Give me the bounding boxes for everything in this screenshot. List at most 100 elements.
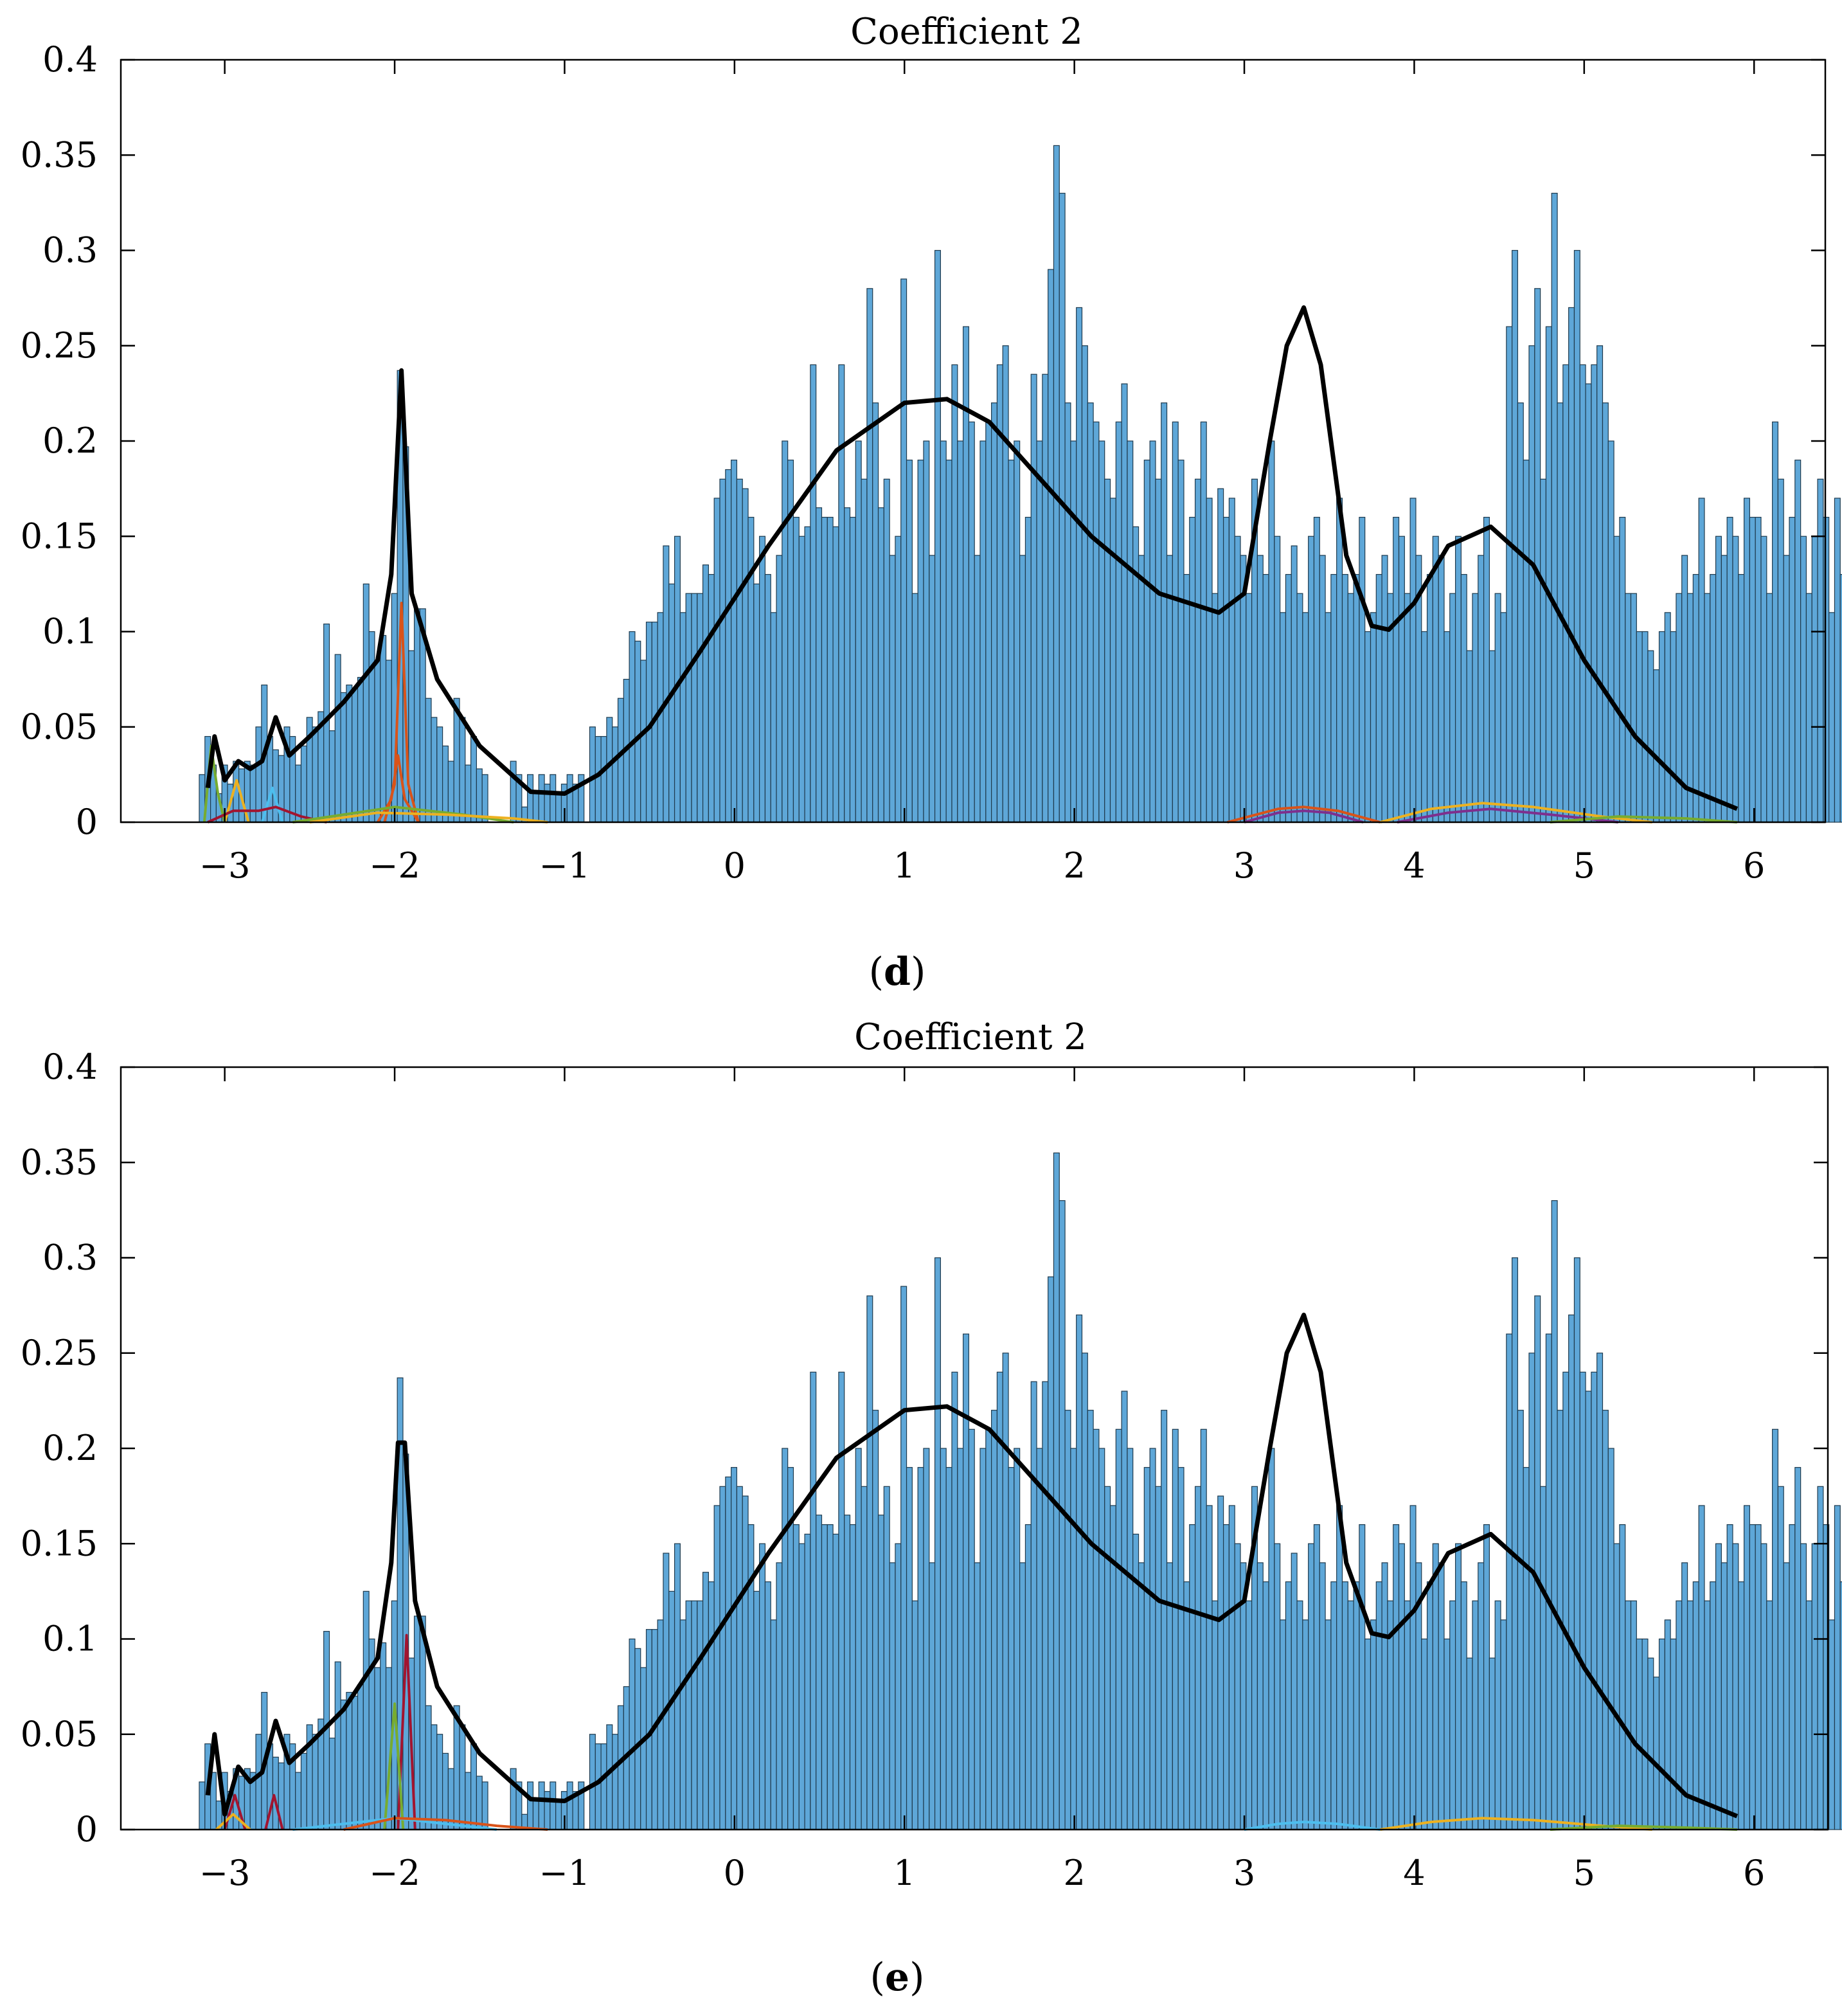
histogram-bar [481,1781,488,1830]
component-line [223,779,250,823]
histogram-bar [736,478,743,823]
histogram-bar [1738,573,1745,823]
histogram-bar [1093,1428,1100,1830]
histogram-bar [1347,1600,1354,1830]
histogram-bar [1562,364,1569,823]
histogram-bar [465,1772,472,1830]
histogram-bar [742,488,749,823]
histogram-bar [1653,669,1660,823]
histogram-bar [1772,421,1779,823]
histogram-bar [1081,1353,1088,1830]
histogram-bar [1625,1600,1632,1830]
histogram-bar [1262,573,1269,823]
axis-ticks: 0 0.05 0.1 0.15 0.2 0.25 0.3 0.35 0.4 −3 −2 −1 0 1 2 3 4… [21,39,1825,886]
histogram-bar [431,717,438,823]
histogram-bar [782,1448,789,1830]
x-tick-label: −2 [369,845,420,886]
y-tick-label: 0.1 [42,611,98,652]
histogram-bar [640,660,647,823]
histogram-bar [1506,326,1513,823]
histogram-bar [1732,536,1739,823]
histogram-bar [312,726,319,823]
histogram-bar [1426,573,1433,823]
histogram-bar [1341,1581,1348,1830]
histogram-bar [861,1486,868,1830]
histogram-bar [1653,1677,1660,1830]
histogram-bar [679,1619,686,1830]
histogram-bar [1647,1657,1654,1830]
histogram-bar [1183,1581,1190,1830]
histogram-bar [906,1467,913,1830]
histogram-bar [1591,1371,1598,1830]
histogram-bar [1817,1486,1824,1830]
histogram-bar [1619,1524,1626,1830]
histogram-bar [770,612,777,823]
histogram-bar [1155,478,1162,823]
histogram-bar [838,1371,845,1830]
histogram-bar [1217,1495,1224,1830]
histogram-bar [1800,1543,1807,1830]
panel-caption: (d) [869,950,926,995]
y-tick-label: 0.3 [42,230,98,271]
histogram-bar [300,1752,307,1830]
histogram-bar [368,631,375,823]
histogram-bar [1449,593,1456,823]
histogram-bar [1607,440,1614,823]
histogram-bar [600,735,607,823]
histogram-bar [719,478,726,823]
histogram-bar [1375,573,1382,823]
panel-e: Coefficient 2 0 0.05 0.1 0.15 0.2 0.25 0.3 0.35… [21,1016,1842,2000]
histogram-bar [544,1791,551,1830]
x-tick-label: 4 [1403,1853,1425,1893]
histogram-bar [1291,545,1298,823]
histogram-bar [719,1486,726,1830]
component-line [207,806,327,824]
histogram-bar [442,1752,449,1830]
histogram-bar [1721,1562,1728,1830]
histogram-bar [1104,1486,1111,1830]
histogram-bar [442,745,449,823]
histogram-bar [827,1524,834,1830]
histogram-bar [877,1515,884,1830]
histogram-bar [804,1533,811,1830]
histogram-bar [1438,1562,1445,1830]
histogram-bar [827,516,834,823]
histogram-bar [1036,440,1043,823]
histogram-bar [300,745,307,823]
histogram-bar [782,440,789,823]
histogram-bar [1755,516,1762,823]
histogram-bar [1823,516,1830,823]
histogram-bar [617,698,624,823]
histogram-bar [1024,516,1032,823]
component-line [215,1813,251,1831]
histogram-bar [1019,555,1026,823]
histogram-bar [346,684,353,823]
histogram-bar [1494,593,1501,823]
histogram-bar [1585,1390,1592,1830]
histogram-bar [1432,536,1439,823]
histogram-bar [866,288,873,823]
histogram-bar [1381,555,1388,823]
y-tick-label: 0.15 [21,516,98,556]
histogram-bar [1161,402,1168,823]
histogram-bar [691,593,698,823]
histogram-bar [1053,145,1060,823]
histogram-bar [934,249,941,823]
x-tick-label: 5 [1573,845,1595,886]
histogram-bar [1573,1257,1580,1830]
histogram-bar [374,1667,381,1830]
histogram-bar [753,583,760,823]
histogram-bar [1359,1524,1366,1830]
histogram-bar [911,593,918,823]
histogram-bar [1454,1543,1462,1830]
histogram-bar [340,692,347,823]
histogram-bar [1189,1524,1196,1830]
histogram-bar [747,516,755,823]
histogram-bar [612,726,619,823]
histogram-bar [1048,1276,1055,1830]
histogram-bar [838,364,845,823]
histogram-bar [1466,650,1473,823]
histogram-bar [1228,498,1235,823]
histogram-bar [816,507,823,823]
histogram-bar [1630,1600,1637,1830]
